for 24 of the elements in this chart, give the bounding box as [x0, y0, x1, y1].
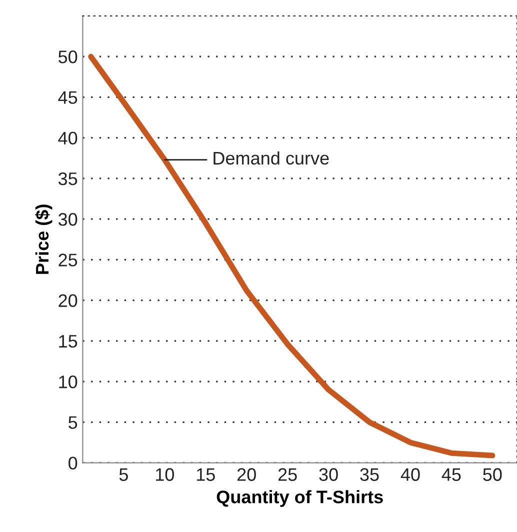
y-tick-label: 0 [68, 456, 78, 470]
y-tick-label: 35 [58, 172, 78, 186]
x-tick-label: 20 [237, 468, 256, 481]
x-tick-label: 5 [119, 468, 128, 481]
y-tick-label: 50 [58, 50, 78, 64]
y-tick-label: 15 [59, 335, 78, 348]
x-axis-title: Quantity of T-Shirts [216, 490, 383, 507]
x-tick-label: 25 [278, 468, 297, 481]
y-tick-label: 40 [58, 132, 78, 145]
x-tick-label: 40 [400, 468, 420, 481]
y-tick-label: 5 [68, 416, 78, 429]
y-tick-label: 30 [58, 213, 78, 226]
x-tick-label: 30 [319, 468, 338, 481]
x-tick-label: 45 [442, 468, 461, 481]
y-tick-label: 20 [58, 294, 78, 308]
y-tick-label: 45 [58, 91, 78, 104]
x-tick-label: 15 [196, 468, 215, 481]
y-tick-label: 25 [58, 254, 78, 266]
x-tick-label: 50 [483, 468, 502, 481]
y-axis-title: Price ($) [35, 204, 52, 274]
x-tick-label: 35 [360, 468, 379, 481]
x-tick-label: 10 [156, 468, 174, 481]
y-tick-label: 10 [59, 376, 78, 388]
annotation: Demand curve [214, 151, 329, 165]
